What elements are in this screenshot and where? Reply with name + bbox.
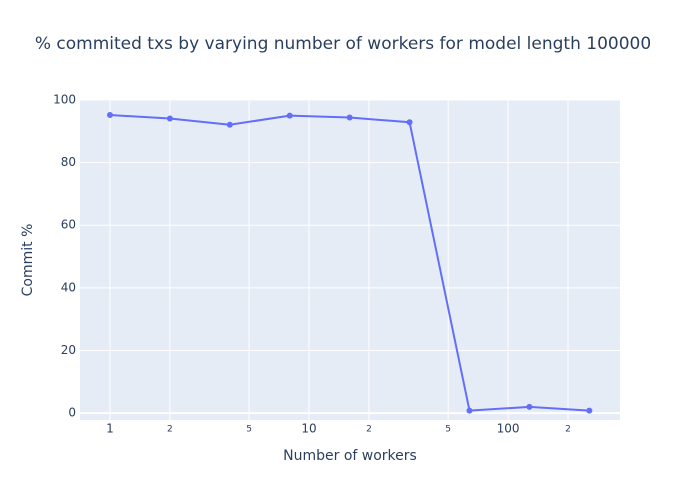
x-axis-title: Number of workers: [283, 448, 417, 464]
x-tick-label: 5: [445, 425, 451, 435]
chart-title: % commited txs by varying number of work…: [35, 34, 651, 54]
marker: [406, 119, 413, 126]
y-tick-label: 0: [68, 406, 76, 420]
y-tick-label: 60: [61, 218, 76, 232]
marker: [106, 112, 113, 119]
x-tick-label: 5: [246, 425, 252, 435]
x-tick-label: 100: [497, 422, 520, 436]
marker: [226, 121, 233, 128]
x-tick-label: 1: [106, 422, 114, 436]
y-tick-label: 40: [61, 280, 76, 294]
marker: [466, 407, 473, 414]
plot-area: [80, 100, 620, 420]
y-axis-title: Commit %: [20, 224, 36, 297]
y-tick-label: 100: [53, 93, 76, 107]
marker: [166, 115, 173, 122]
x-tick-label: 2: [366, 425, 372, 435]
marker: [346, 114, 353, 121]
x-tick-label: 2: [167, 425, 173, 435]
x-tick-label: 10: [301, 422, 316, 436]
marker: [586, 407, 593, 414]
y-tick-label: 80: [61, 155, 76, 169]
y-tick-label: 20: [61, 343, 76, 357]
marker: [286, 112, 293, 119]
x-tick-label: 2: [565, 425, 571, 435]
marker: [526, 403, 533, 410]
